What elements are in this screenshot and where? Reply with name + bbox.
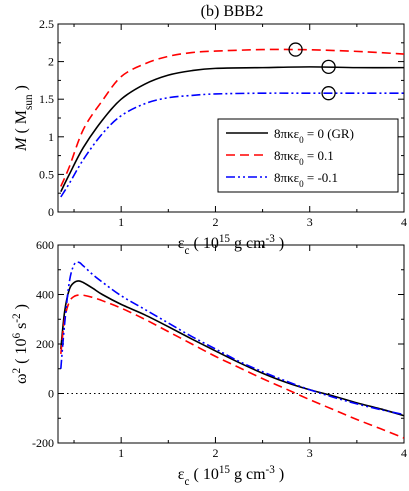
freq-series-line-2 <box>60 261 404 416</box>
mass-y-tick-label: 1 <box>48 130 54 144</box>
freq-x-axis-label: εc ( 1015 g cm-3 ) <box>178 464 284 488</box>
legend-entry-label: 8πκε0 = 0 (GR) <box>274 126 354 145</box>
mass-y-tick-label: 0 <box>48 205 54 219</box>
mass-max-mass-marker <box>288 42 303 57</box>
mass-series-line-0 <box>60 66 404 193</box>
mass-y-tick-label: 0.5 <box>39 167 54 181</box>
figure-title: (b) BBB2 <box>201 3 264 20</box>
freq-y-tick-label: 0 <box>48 387 54 401</box>
mass-y-tick-label: 1.5 <box>39 92 54 106</box>
freq-x-tick-label: 2 <box>212 446 218 460</box>
freq-y-tick-label: -200 <box>32 436 54 450</box>
legend-entry-label: 8πκε0 = 0.1 <box>274 148 334 167</box>
mass-x-tick-label: 1 <box>118 215 124 229</box>
freq-x-tick-label: 4 <box>401 446 407 460</box>
freq-y-tick-label: 200 <box>36 337 54 351</box>
mass-y-axis-label: M ( Msun ) <box>13 85 35 152</box>
freq-series-line-0 <box>60 280 404 417</box>
mass-x-tick-label: 4 <box>401 215 407 229</box>
mass-panel: 1 2 3 4 0 0.5 1 1.5 2 2.5 εc ( 1015 g cm-3 ) M ( Ms… <box>13 17 407 257</box>
mass-x-tick-label: 3 <box>307 215 313 229</box>
mass-x-axis-label: εc ( 1015 g cm-3 ) <box>178 233 284 257</box>
freq-series-line-1 <box>60 294 404 439</box>
freq-y-tick-label: 400 <box>36 288 54 302</box>
mass-max-mass-marker <box>321 59 336 75</box>
mass-series-line-2 <box>60 92 404 198</box>
mass-series-line-1 <box>60 48 404 187</box>
frequency-panel: 1 2 3 4 -200 0 200 400 600 εc ( 1015 g cm-3 ) ω2 (… <box>11 238 407 488</box>
freq-x-tick-label: 1 <box>118 446 124 460</box>
freq-y-axis-label: ω2 ( 106 s-2 ) <box>11 304 30 384</box>
mass-x-tick-label: 2 <box>212 215 218 229</box>
freq-x-tick-label: 3 <box>307 446 313 460</box>
legend-entry-label: 8πκε0 = -0.1 <box>274 170 338 189</box>
freq-plot-frame <box>57 244 405 444</box>
freq-y-tick-label: 600 <box>36 238 54 252</box>
mass-max-mass-marker <box>321 86 336 101</box>
mass-y-tick-label: 2 <box>48 55 54 69</box>
mass-y-tick-label: 2.5 <box>39 17 54 31</box>
